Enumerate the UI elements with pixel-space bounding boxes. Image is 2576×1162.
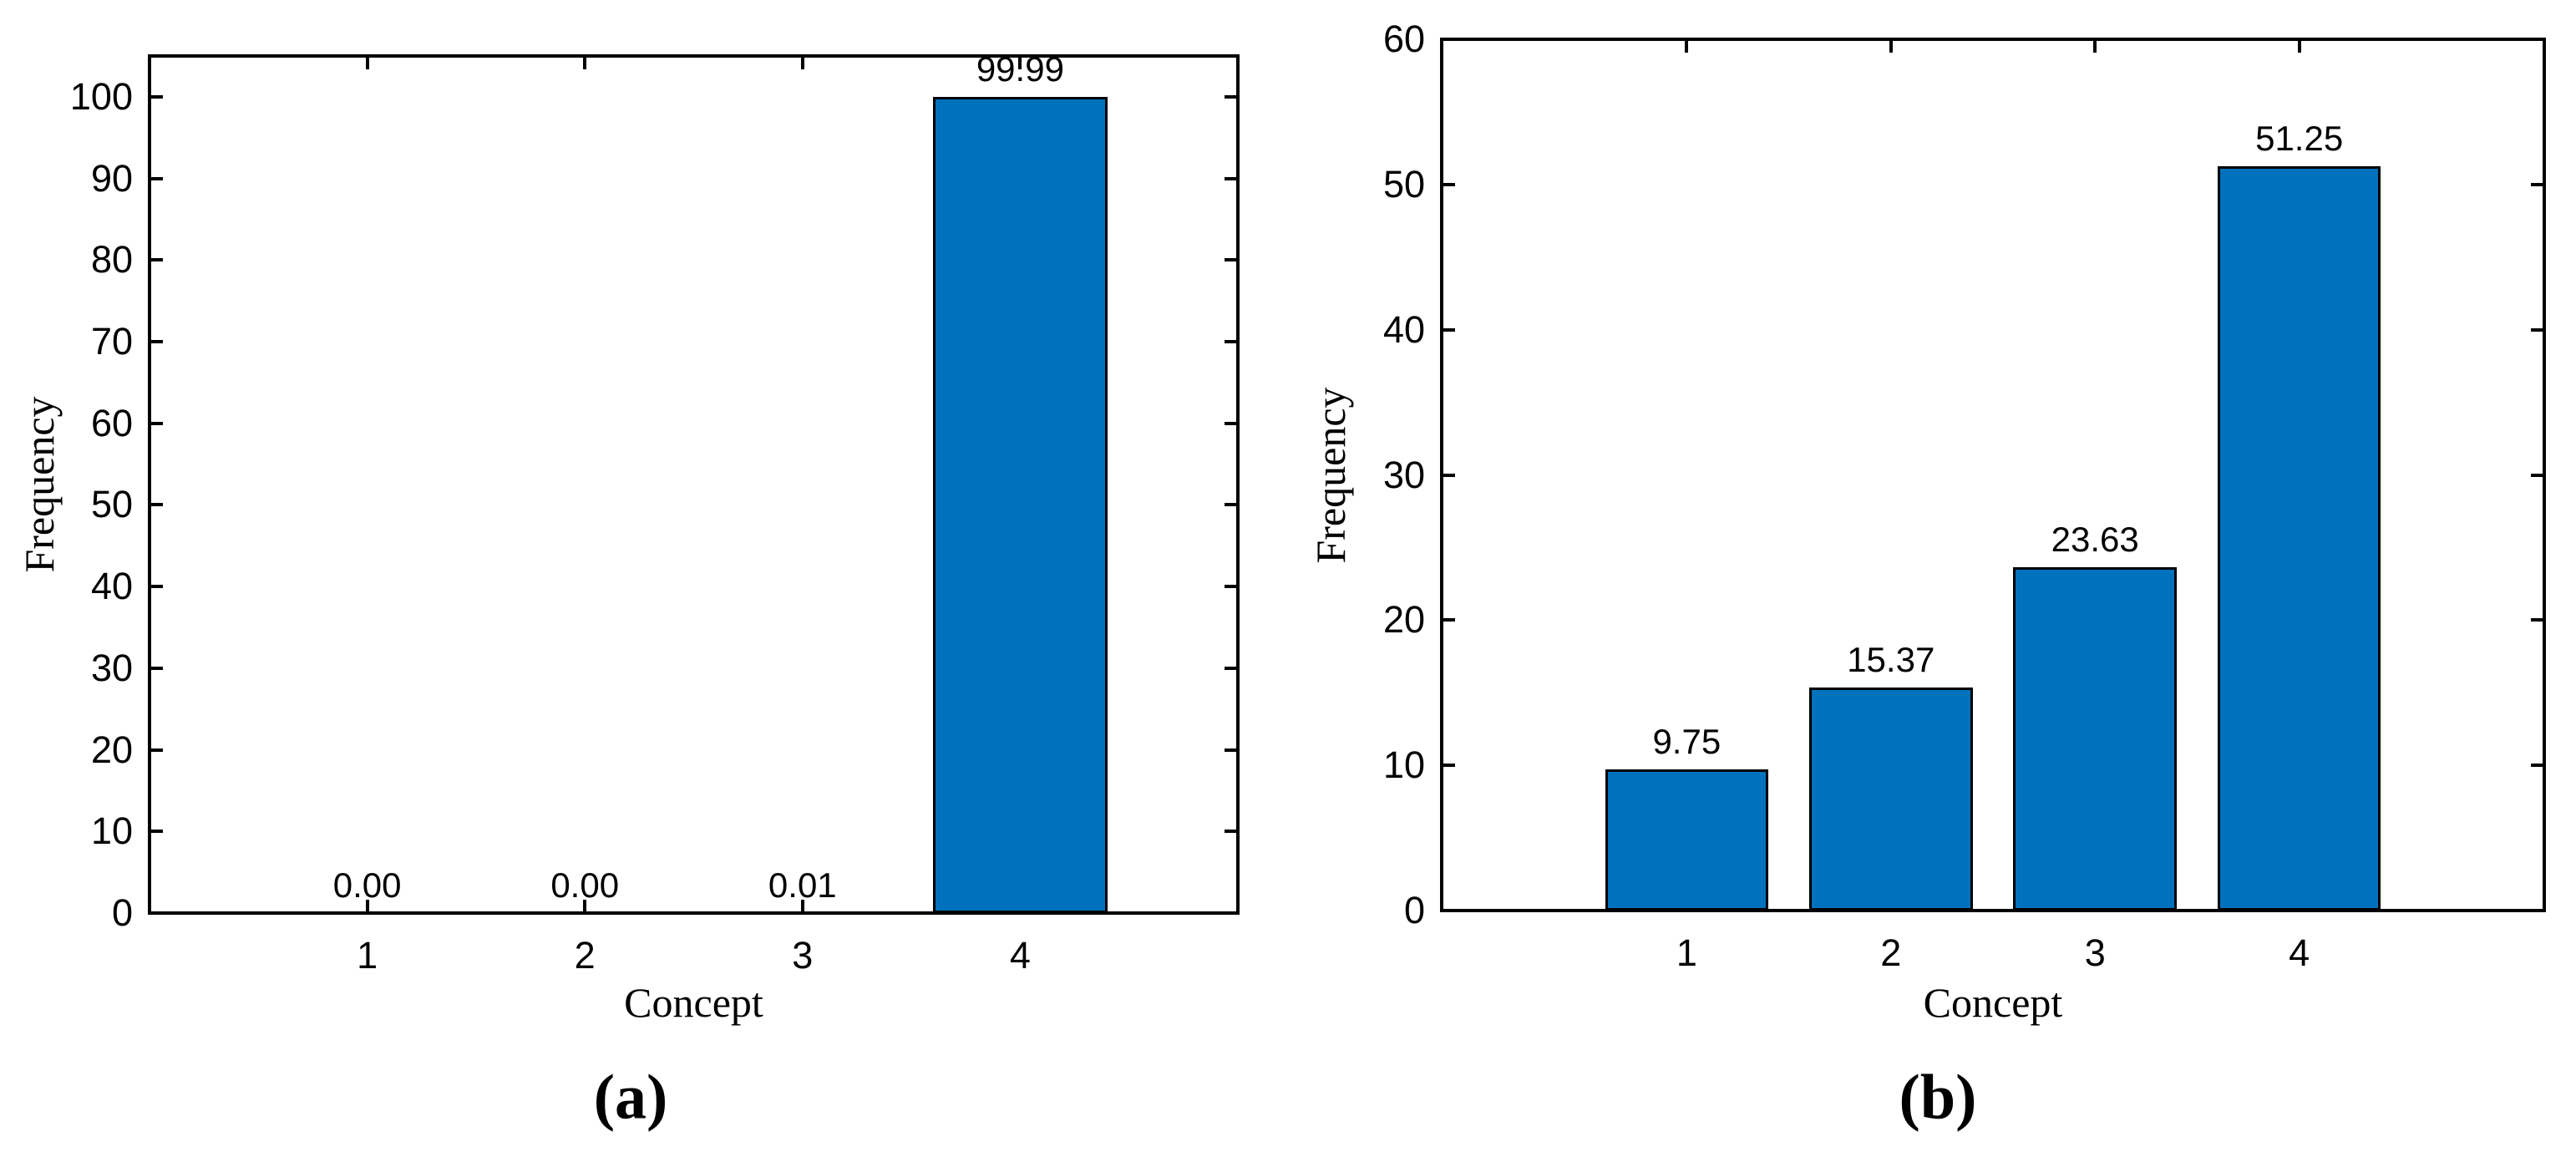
value-label-a-1: 0.00 — [332, 865, 402, 905]
y-tick-label-a-40: 40 — [90, 565, 133, 608]
x-tick-top-b-4 — [2297, 39, 2301, 53]
y-tick-right-a-60 — [1225, 421, 1238, 425]
y-tick-label-b-60: 60 — [1382, 18, 1425, 60]
x-tick-a-1 — [365, 900, 369, 913]
value-label-b-3: 23.63 — [2051, 520, 2139, 560]
y-tick-right-b-20 — [2531, 618, 2544, 622]
x-tick-top-b-2 — [1889, 39, 1893, 53]
y-tick-b-20 — [1442, 618, 1455, 622]
y-tick-right-a-90 — [1225, 176, 1238, 180]
value-label-a-2: 0.00 — [550, 865, 620, 905]
x-tick-top-a-4 — [1018, 56, 1022, 69]
x-tick-top-a-2 — [583, 56, 587, 69]
y-tick-a-30 — [150, 666, 163, 670]
value-label-b-2: 15.37 — [1847, 639, 1935, 679]
y-tick-a-100 — [150, 94, 163, 99]
x-tick-label-b-2: 2 — [1880, 931, 1902, 974]
y-tick-label-a-30: 30 — [90, 646, 133, 689]
x-axis-label-a: Concept — [624, 979, 763, 1026]
y-tick-label-a-70: 70 — [90, 320, 133, 363]
x-tick-label-a-2: 2 — [574, 934, 596, 977]
y-tick-b-60 — [1442, 38, 1455, 41]
y-tick-label-a-100: 100 — [69, 74, 133, 118]
y-tick-label-a-0: 0 — [111, 891, 133, 934]
y-tick-right-a-10 — [1225, 830, 1238, 834]
bar-b-3 — [2013, 567, 2177, 911]
y-tick-a-50 — [150, 503, 163, 507]
x-tick-label-b-3: 3 — [2084, 931, 2106, 974]
y-tick-b-30 — [1442, 473, 1455, 477]
y-tick-label-b-50: 50 — [1382, 162, 1425, 206]
y-tick-label-a-10: 10 — [90, 809, 133, 853]
y-tick-label-a-20: 20 — [90, 728, 133, 771]
x-tick-top-b-1 — [1685, 39, 1689, 53]
y-tick-a-10 — [150, 830, 163, 834]
y-tick-right-b-40 — [2531, 327, 2544, 332]
y-tick-a-70 — [150, 340, 163, 343]
y-tick-right-b-60 — [2531, 38, 2544, 41]
x-tick-top-b-3 — [2093, 39, 2097, 53]
y-tick-right-b-50 — [2531, 182, 2544, 186]
y-tick-b-0 — [1442, 909, 1455, 912]
y-tick-a-40 — [150, 585, 163, 589]
value-label-b-4: 51.25 — [2255, 119, 2344, 159]
x-tick-a-2 — [583, 900, 587, 913]
y-tick-a-60 — [150, 421, 163, 425]
y-tick-a-90 — [150, 176, 163, 180]
x-tick-label-a-3: 3 — [792, 934, 814, 977]
y-tick-label-a-90: 90 — [90, 156, 133, 200]
bar-b-2 — [1809, 687, 1973, 911]
x-tick-label-a-1: 1 — [357, 934, 378, 977]
y-tick-a-0 — [150, 911, 163, 915]
y-tick-b-10 — [1442, 764, 1455, 768]
y-tick-b-40 — [1442, 327, 1455, 332]
y-tick-label-b-30: 30 — [1382, 453, 1425, 496]
y-tick-label-a-50: 50 — [90, 483, 133, 526]
value-label-a-3: 0.01 — [768, 865, 837, 905]
y-tick-label-a-80: 80 — [90, 238, 133, 282]
bar-b-4 — [2217, 166, 2381, 911]
panel-caption-b: (b) — [1899, 1062, 1977, 1133]
plot-box-a — [148, 54, 1240, 915]
y-tick-right-a-40 — [1225, 585, 1238, 589]
x-tick-label-b-1: 1 — [1676, 931, 1697, 974]
y-tick-label-b-10: 10 — [1382, 743, 1425, 787]
x-tick-top-a-3 — [800, 56, 804, 69]
panel-caption-a: (a) — [593, 1062, 668, 1133]
y-tick-right-b-0 — [2531, 909, 2544, 912]
x-tick-a-3 — [800, 900, 804, 913]
y-tick-right-a-20 — [1225, 748, 1238, 752]
y-tick-label-b-20: 20 — [1382, 598, 1425, 642]
bar-b-1 — [1605, 769, 1769, 911]
value-label-a-4: 99.99 — [976, 48, 1064, 89]
bar-a-4 — [933, 96, 1108, 913]
y-tick-label-b-0: 0 — [1403, 889, 1425, 931]
y-tick-label-a-60: 60 — [90, 401, 133, 444]
y-tick-label-b-40: 40 — [1382, 307, 1425, 351]
y-tick-right-a-50 — [1225, 503, 1238, 507]
y-tick-right-b-30 — [2531, 473, 2544, 477]
y-tick-right-a-80 — [1225, 258, 1238, 262]
y-tick-a-80 — [150, 258, 163, 262]
y-tick-right-a-0 — [1225, 911, 1238, 915]
x-tick-label-a-4: 4 — [1009, 934, 1031, 977]
y-tick-right-a-30 — [1225, 666, 1238, 670]
x-tick-top-a-1 — [365, 56, 369, 69]
y-tick-right-a-100 — [1225, 94, 1238, 99]
y-tick-b-50 — [1442, 182, 1455, 186]
y-tick-a-20 — [150, 748, 163, 752]
x-axis-label-b: Concept — [1923, 979, 2063, 1026]
x-tick-label-b-4: 4 — [2289, 931, 2310, 974]
y-tick-right-a-70 — [1225, 340, 1238, 343]
y-tick-right-b-10 — [2531, 764, 2544, 768]
value-label-b-1: 9.75 — [1652, 721, 1722, 761]
